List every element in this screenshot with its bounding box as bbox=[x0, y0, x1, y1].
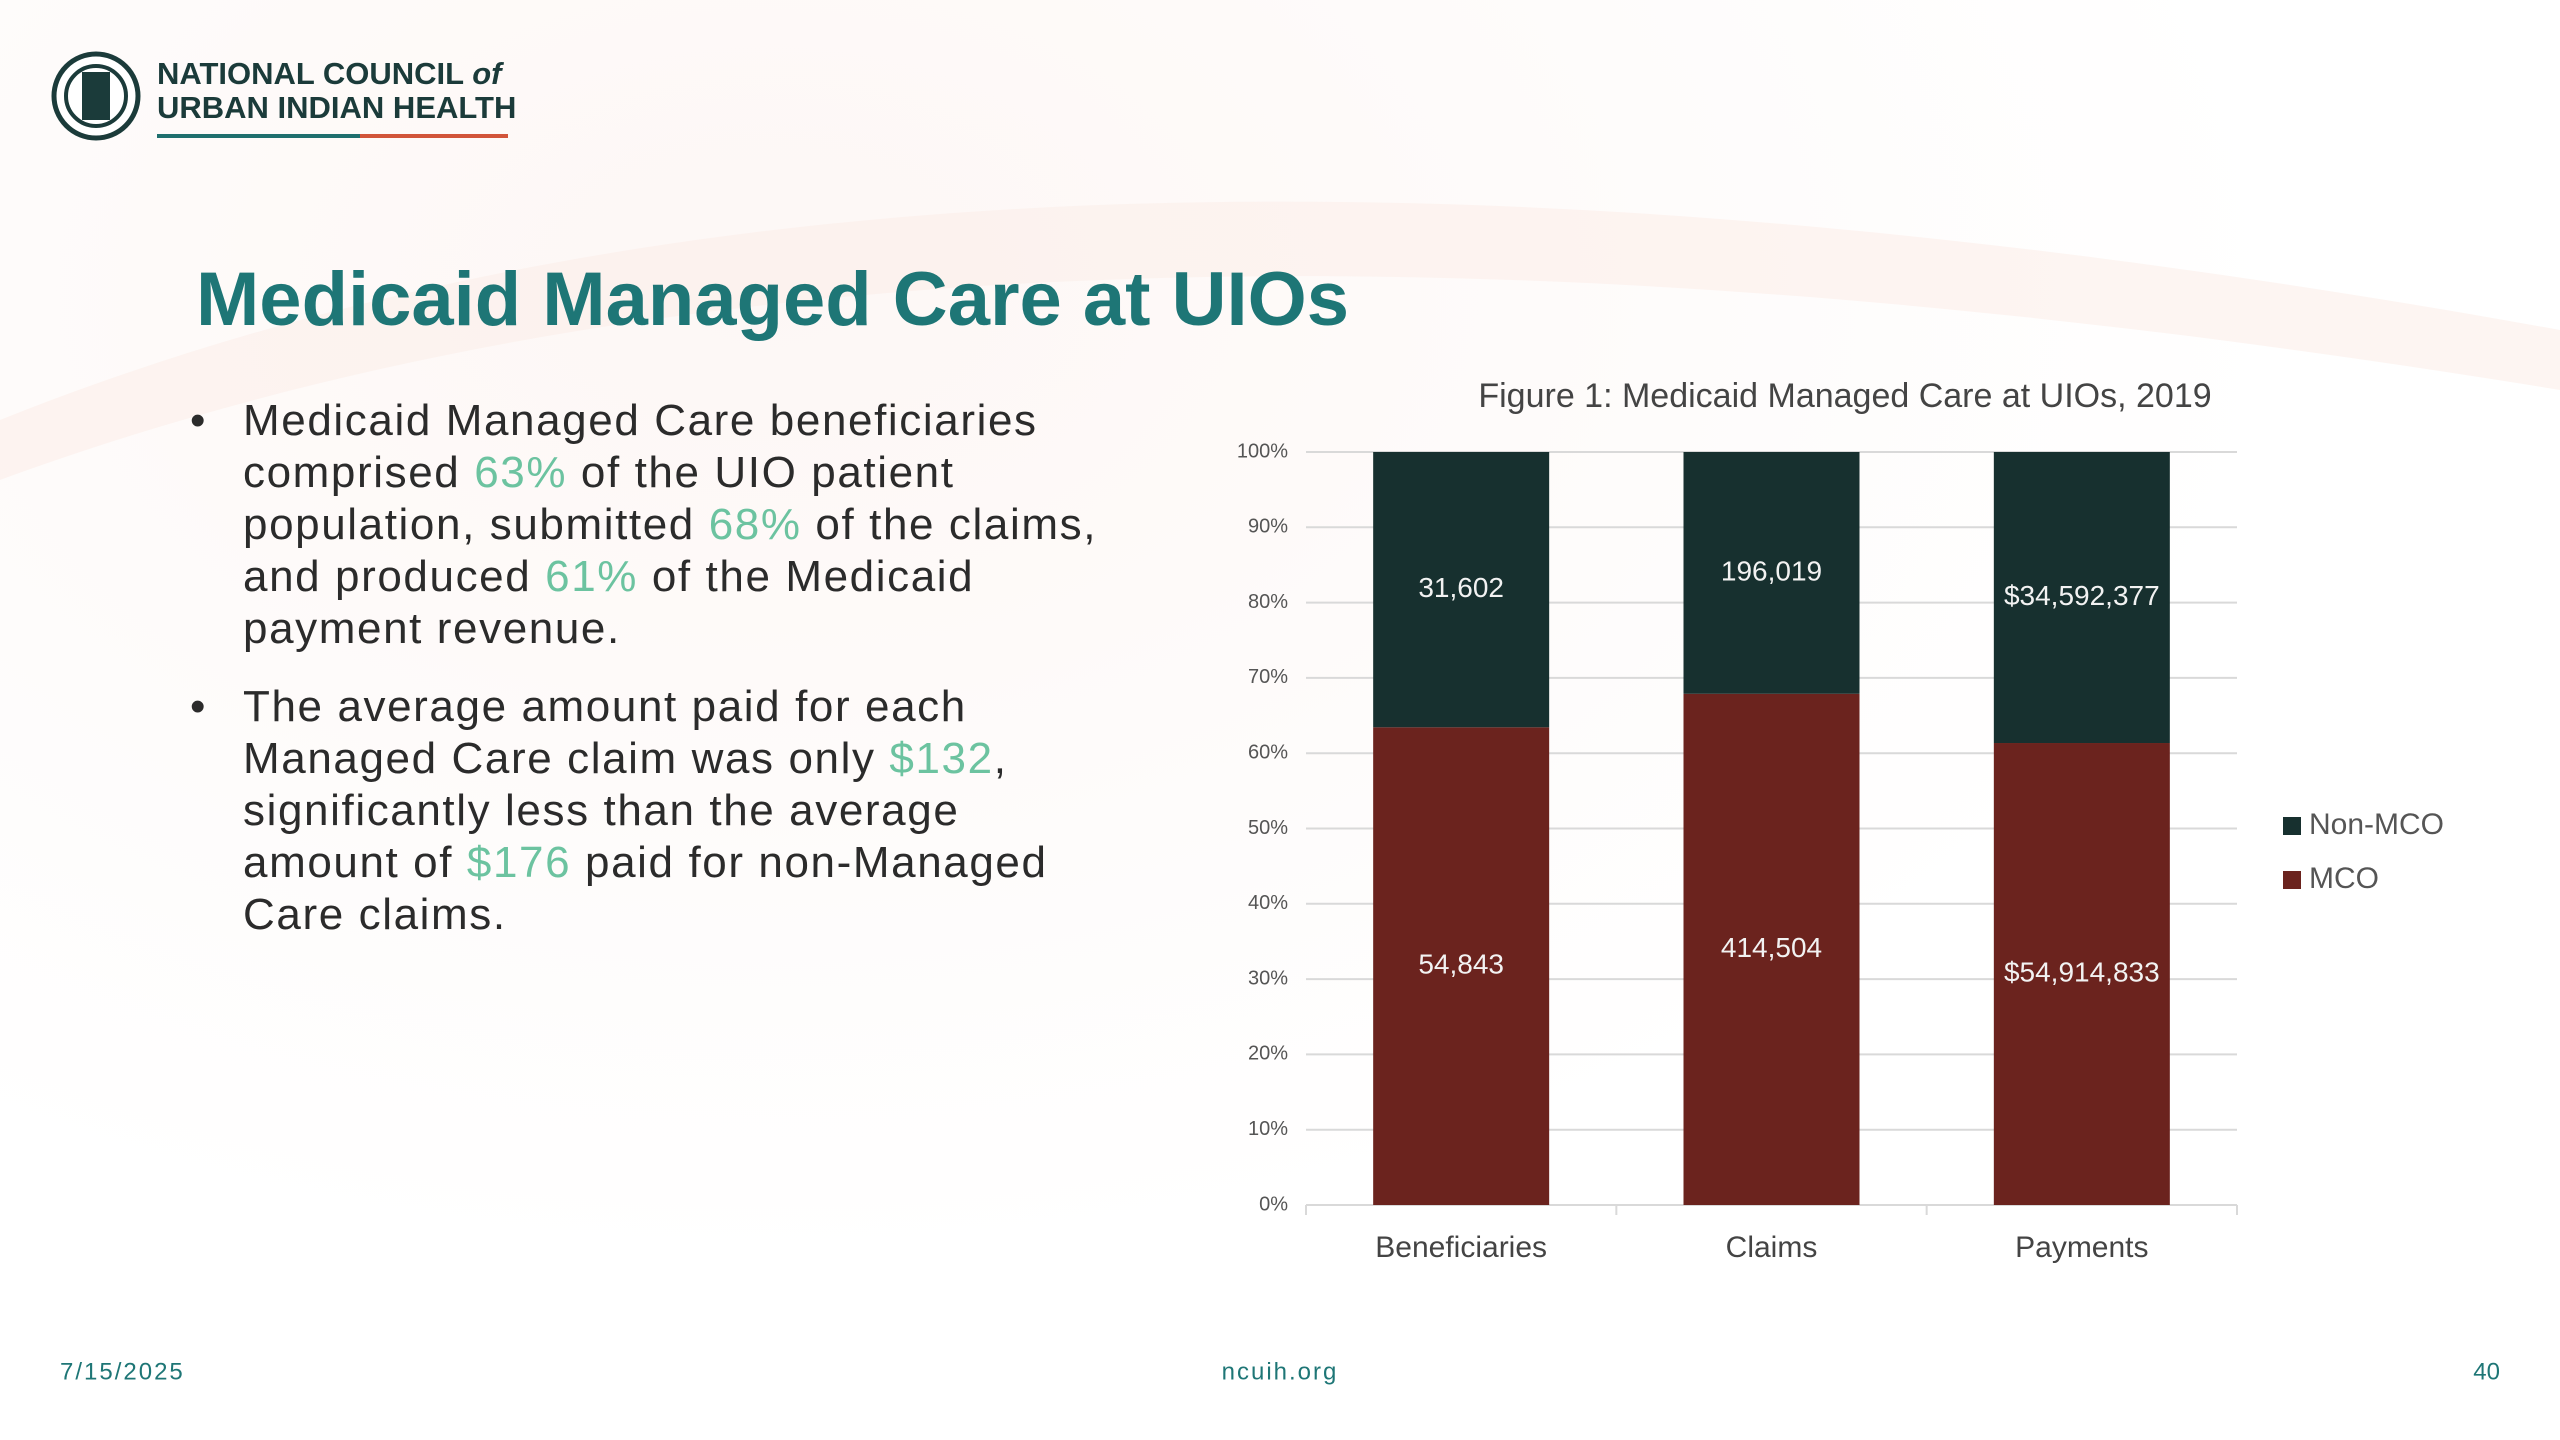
chart-title: Figure 1: Medicaid Managed Care at UIOs,… bbox=[1478, 377, 2211, 415]
bar-segment bbox=[1373, 727, 1550, 1205]
bullet-text: paid for non-Managed Care claims. bbox=[243, 838, 1048, 939]
y-tick-label: 20% bbox=[1248, 1043, 1288, 1065]
logo: NATIONAL COUNCIL of URBAN INDIAN HEALTH bbox=[51, 51, 516, 141]
background-swoosh bbox=[0, 201, 2560, 480]
bullet: Medicaid Managed Care beneficiaries comp… bbox=[190, 395, 1110, 655]
bullet-text: of the UIO patient population, submitted bbox=[243, 448, 955, 549]
bullet-list: Medicaid Managed Care beneficiaries comp… bbox=[190, 395, 1110, 967]
bar-segment bbox=[1993, 743, 2170, 1205]
bar-segment bbox=[1993, 452, 2170, 744]
bullet-text: 63% bbox=[474, 448, 568, 497]
bullet-text: $176 bbox=[466, 838, 572, 887]
org-name-of: of bbox=[472, 56, 504, 91]
data-label: 196,019 bbox=[1721, 555, 1822, 586]
data-label: $34,592,377 bbox=[2004, 580, 2160, 611]
y-tick-label: 100% bbox=[1237, 440, 1288, 462]
y-tick-label: 0% bbox=[1259, 1193, 1288, 1215]
footer-date: 7/15/2025 bbox=[60, 1358, 185, 1385]
y-tick-label: 90% bbox=[1248, 516, 1288, 538]
data-label: 31,602 bbox=[1418, 572, 1504, 603]
bullet-text: , significantly less than the average am… bbox=[243, 734, 1008, 887]
y-tick-label: 70% bbox=[1248, 666, 1288, 688]
org-name-line: URBAN INDIAN HEALTH bbox=[157, 90, 516, 125]
x-tick-label: Claims bbox=[1726, 1231, 1818, 1264]
bullet-text: Medicaid Managed Care beneficiaries comp… bbox=[243, 396, 1038, 497]
footer-page: 40 bbox=[2473, 1358, 2500, 1385]
bullet-text: 68% bbox=[708, 500, 802, 549]
y-tick-label: 50% bbox=[1248, 817, 1288, 839]
x-tick-label: Payments bbox=[2015, 1231, 2148, 1264]
y-tick-label: 30% bbox=[1248, 967, 1288, 989]
data-label: 414,504 bbox=[1721, 932, 1822, 963]
bullet-text: 61% bbox=[545, 552, 639, 601]
bullet-text: The average amount paid for each Managed… bbox=[243, 682, 967, 783]
legend-label: MCO bbox=[2309, 862, 2379, 895]
org-name-line: NATIONAL COUNCIL bbox=[157, 56, 464, 91]
data-label: 54,843 bbox=[1418, 949, 1504, 980]
bullet-text: of the claims, and produced bbox=[243, 500, 1098, 601]
org-name: NATIONAL COUNCIL of bbox=[157, 56, 504, 91]
legend-label: Non-MCO bbox=[2309, 808, 2444, 841]
bullet-text: $132 bbox=[889, 734, 994, 783]
y-tick-label: 10% bbox=[1248, 1118, 1288, 1140]
bar-segment bbox=[1683, 693, 1860, 1205]
footer-site: ncuih.org bbox=[1222, 1358, 1339, 1385]
legend-swatch bbox=[2283, 817, 2301, 835]
bullet-text: of the Medicaid payment revenue. bbox=[243, 552, 975, 653]
bullet: The average amount paid for each Managed… bbox=[190, 681, 1110, 941]
legend-swatch bbox=[2283, 871, 2301, 889]
y-tick-label: 40% bbox=[1248, 892, 1288, 914]
y-tick-label: 60% bbox=[1248, 741, 1288, 763]
bar-segment bbox=[1683, 452, 1860, 694]
data-label: $54,914,833 bbox=[2004, 956, 2160, 987]
y-tick-label: 80% bbox=[1248, 591, 1288, 613]
slide-title: Medicaid Managed Care at UIOs bbox=[196, 257, 1349, 342]
x-tick-label: Beneficiaries bbox=[1375, 1231, 1547, 1264]
bar-segment bbox=[1373, 452, 1550, 728]
